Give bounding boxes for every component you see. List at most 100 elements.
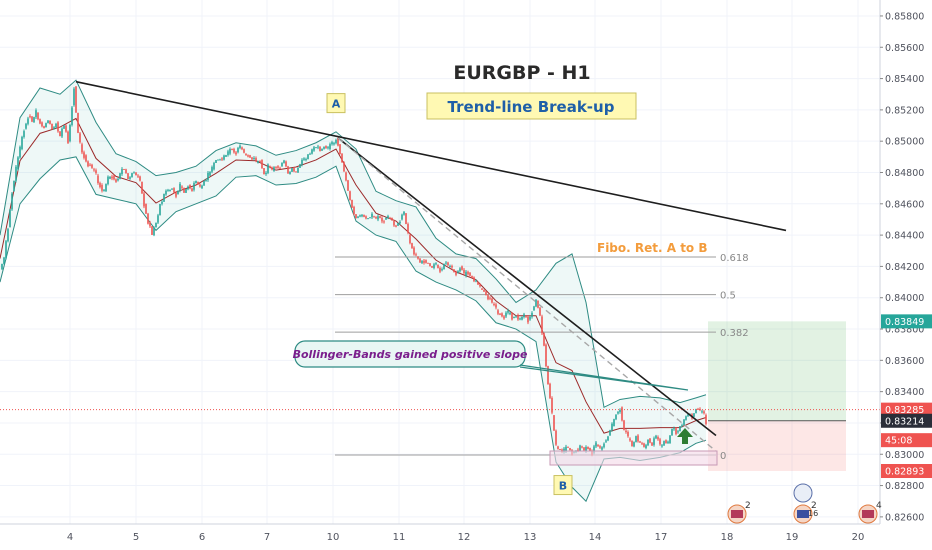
candle-body bbox=[215, 159, 217, 164]
candle-body bbox=[257, 161, 259, 164]
candle-body bbox=[601, 447, 603, 450]
candle-body bbox=[187, 186, 189, 190]
candle-body bbox=[429, 263, 431, 267]
candle-body bbox=[593, 446, 595, 453]
candle-body bbox=[413, 247, 415, 255]
candle-body bbox=[55, 123, 57, 128]
candle-body bbox=[101, 185, 103, 191]
candle-body bbox=[443, 263, 445, 270]
candle-body bbox=[337, 138, 339, 146]
candle-body bbox=[159, 204, 161, 216]
point-label: A bbox=[332, 98, 341, 111]
candle-body bbox=[87, 161, 89, 167]
candle-body bbox=[541, 316, 543, 334]
candle-body bbox=[667, 441, 669, 443]
candle-body bbox=[381, 217, 383, 222]
candle-body bbox=[451, 265, 453, 268]
candle-body bbox=[701, 411, 703, 413]
candle-body bbox=[427, 262, 429, 264]
time-tick-label: 12 bbox=[458, 532, 471, 543]
candle-body bbox=[127, 173, 129, 179]
candle-body bbox=[193, 183, 195, 190]
candle-body bbox=[599, 446, 601, 448]
price-marker bbox=[881, 402, 932, 417]
candle-body bbox=[275, 167, 277, 169]
candle-body bbox=[643, 443, 645, 447]
candle-body bbox=[341, 153, 343, 163]
candle-body bbox=[133, 172, 135, 174]
candle-body bbox=[229, 148, 231, 154]
candle-body bbox=[239, 145, 241, 149]
candle-body bbox=[509, 313, 511, 315]
price-marker-label: 45:08 bbox=[885, 436, 912, 447]
candle-body bbox=[35, 110, 37, 118]
candle-body bbox=[379, 216, 381, 219]
candle-body bbox=[225, 155, 227, 157]
candle-body bbox=[419, 258, 421, 263]
candle-body bbox=[15, 166, 17, 181]
candle-body bbox=[95, 170, 97, 174]
candle-body bbox=[457, 271, 459, 273]
candle-body bbox=[53, 127, 55, 129]
candle-body bbox=[641, 443, 643, 445]
event-flag-shape bbox=[862, 510, 874, 518]
candle-body bbox=[147, 213, 149, 224]
candle-body bbox=[13, 180, 15, 192]
candle-body bbox=[359, 215, 361, 217]
candle-body bbox=[137, 175, 139, 177]
candle-body bbox=[693, 413, 695, 417]
candle-body bbox=[183, 187, 185, 193]
price-tick-label: 0.85600 bbox=[885, 43, 924, 54]
candle-body bbox=[545, 344, 547, 367]
candle-body bbox=[469, 272, 471, 276]
candle-body bbox=[463, 269, 465, 274]
candle-body bbox=[517, 314, 519, 320]
candle-body bbox=[619, 410, 621, 412]
candle-body bbox=[165, 190, 167, 195]
candle-body bbox=[105, 184, 107, 192]
candle-body bbox=[83, 152, 85, 158]
candle-body bbox=[449, 265, 451, 267]
fib-title: Fibo. Ret. A to B bbox=[597, 241, 708, 255]
candle-body bbox=[1, 263, 3, 270]
candle-body bbox=[431, 266, 433, 268]
candle-body bbox=[553, 415, 555, 431]
candle-body bbox=[309, 153, 311, 155]
price-tick-label: 0.85400 bbox=[885, 74, 924, 85]
candle-body bbox=[639, 441, 641, 443]
candle-body bbox=[697, 408, 699, 410]
candle-body bbox=[699, 408, 701, 410]
candle-body bbox=[335, 139, 337, 144]
point-label-box bbox=[326, 93, 346, 114]
candle-body bbox=[389, 217, 391, 219]
candle-body bbox=[673, 428, 675, 430]
candle-body bbox=[549, 383, 551, 398]
annotations: A B Bollinger-Bands gained positive slope bbox=[293, 93, 718, 496]
candle-body bbox=[375, 217, 377, 219]
candle-body bbox=[207, 172, 209, 181]
candle-body bbox=[663, 441, 665, 446]
candle-body bbox=[351, 200, 353, 208]
time-tick-label: 5 bbox=[133, 532, 139, 543]
candle-body bbox=[103, 189, 105, 191]
candle-body bbox=[655, 435, 657, 439]
candle-body bbox=[395, 225, 397, 227]
candle-body bbox=[367, 218, 369, 220]
candle-body bbox=[621, 407, 623, 421]
candle-body bbox=[539, 307, 541, 316]
candle-body bbox=[423, 260, 425, 263]
candle-body bbox=[615, 415, 617, 420]
up-arrow-icon bbox=[677, 428, 693, 445]
time-tick-label: 13 bbox=[524, 532, 537, 543]
candle-body bbox=[227, 151, 229, 156]
price-axis[interactable]: 0.85800 0.85600 0.85400 0.85200 0.85000 0.848… bbox=[879, 0, 932, 550]
candle-body bbox=[371, 213, 373, 218]
price-tick-label: 0.83600 bbox=[885, 356, 924, 367]
time-axis[interactable]: 4 5 6 7 10 11 12 13 14 17 18 19 20 bbox=[0, 523, 880, 543]
candle-body bbox=[629, 438, 631, 441]
candle-body bbox=[563, 448, 565, 453]
candle-body bbox=[291, 168, 293, 172]
candle-body bbox=[271, 167, 273, 170]
profit-zone bbox=[708, 321, 846, 421]
